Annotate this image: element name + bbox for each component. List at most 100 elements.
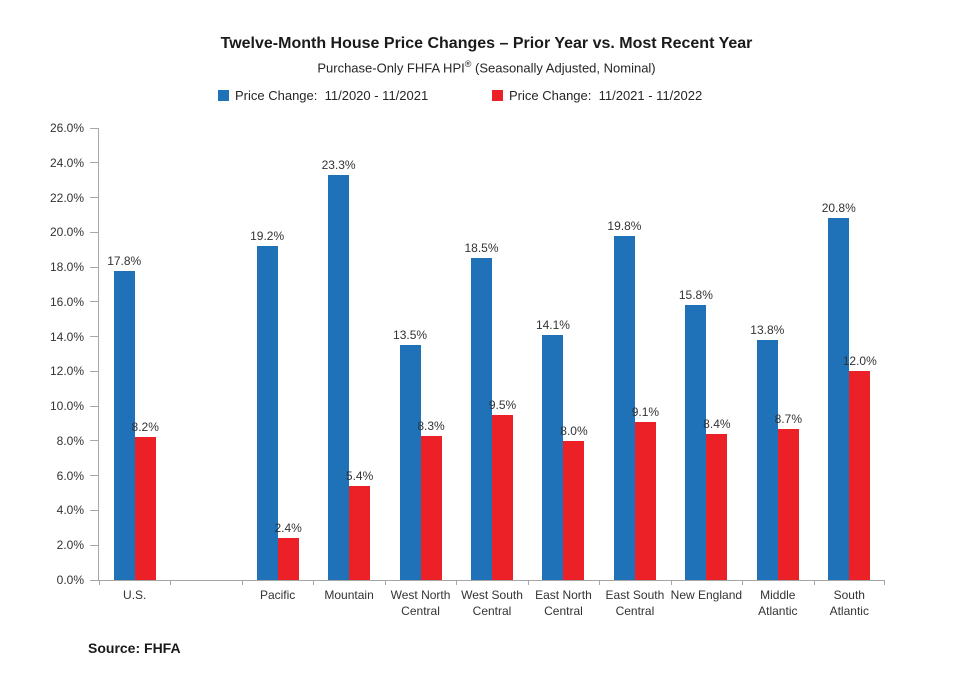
- y-axis-tick: [90, 127, 98, 129]
- bar-prior-west-north-central: [399, 345, 421, 580]
- x-label-line: Atlantic: [829, 604, 869, 618]
- bar-prior-mountain: [328, 174, 350, 580]
- y-axis-tick: [90, 475, 98, 477]
- bar-recent-mountain: [349, 486, 371, 580]
- bar-label-recent-mountain: 5.4%: [345, 469, 374, 484]
- x-label-west-south-central: West South Central: [461, 587, 523, 619]
- bar-prior-east-south-central: [613, 235, 635, 580]
- x-label-line: Pacific: [259, 588, 296, 602]
- bar-prior-u-s: [113, 270, 135, 580]
- bar-recent-east-south-central: [634, 421, 656, 580]
- x-axis-tick: [456, 580, 458, 585]
- x-label-middle-atlantic: Middle Atlantic: [758, 587, 797, 619]
- legend-label-recent-year: Price Change: 11/2021 - 11/2022: [509, 88, 703, 103]
- bar-prior-west-south-central: [471, 258, 492, 580]
- bar-label-prior-east-south-central: 19.8%: [607, 218, 642, 233]
- legend-item-prior-year: Price Change: 11/2020 - 11/2021: [218, 88, 428, 103]
- legend-swatch-red: [492, 90, 503, 101]
- x-label-line: West South: [461, 588, 523, 602]
- registered-trademark-symbol: ®: [464, 59, 472, 69]
- bar-label-prior-west-north-central: 13.5%: [393, 328, 428, 343]
- y-axis-tick: [90, 440, 98, 442]
- x-axis-tick: [384, 580, 386, 585]
- x-axis-tick: [313, 580, 315, 585]
- x-axis-tick: [884, 580, 885, 585]
- bar-label-recent-pacific: 2.4%: [274, 521, 302, 536]
- x-axis-tick: [241, 580, 243, 585]
- x-label-line: East North: [535, 588, 592, 602]
- bar-label-prior-east-north-central: 14.1%: [535, 317, 570, 332]
- bar-recent-middle-atlantic: [777, 428, 799, 580]
- bar-label-recent-south-atlantic: 12.0%: [842, 354, 877, 369]
- plot-area: 17.8% 8.2% U.S. 19.2% 2.4% Pacific 23.3% 5.4% Mo…: [90, 127, 885, 618]
- bar-label-recent-west-north-central: 8.3%: [417, 418, 445, 433]
- bar-recent-u-s: [134, 437, 156, 580]
- x-label-west-north-central: West North Central: [391, 587, 451, 619]
- bar-label-prior-mountain: 23.3%: [321, 157, 356, 172]
- y-axis-tick: [90, 405, 98, 407]
- x-axis-tick: [670, 580, 672, 585]
- bar-label-recent-middle-atlantic: 8.7%: [774, 411, 802, 426]
- chart-subtitle: Purchase-Only FHFA HPI® (Seasonally Adju…: [0, 59, 973, 75]
- chart-subtitle-suffix: (Seasonally Adjusted, Nominal): [471, 60, 656, 76]
- x-label-east-south-central: East South Central: [606, 587, 665, 619]
- x-label-south-atlantic: South Atlantic: [830, 587, 869, 619]
- x-label-line: Mountain: [324, 588, 374, 602]
- y-axis-tick: [90, 579, 98, 581]
- bar-prior-east-north-central: [542, 334, 564, 580]
- x-label-mountain: Mountain: [324, 587, 373, 603]
- bar-recent-west-south-central: [492, 414, 513, 580]
- y-axis-tick: [90, 544, 98, 546]
- y-axis-tick: [90, 301, 98, 303]
- x-axis-tick: [527, 580, 529, 585]
- bar-label-recent-new-england: 8.4%: [703, 416, 731, 431]
- x-label-line: New England: [670, 588, 743, 602]
- bar-prior-new-england: [685, 305, 707, 580]
- legend-swatch-blue: [218, 90, 229, 101]
- bar-recent-south-atlantic: [849, 371, 871, 580]
- x-label-line: Middle: [760, 588, 796, 602]
- y-axis-tick: [90, 336, 98, 338]
- y-tick-label-12-0: 12.0%: [49, 364, 84, 379]
- bar-recent-new-england: [706, 433, 728, 580]
- x-label-line: East South: [605, 588, 665, 602]
- x-axis-tick: [599, 580, 601, 585]
- y-tick-label-2-0: 2.0%: [56, 538, 84, 553]
- bar-label-recent-west-south-central: 9.5%: [488, 397, 517, 412]
- y-axis-tick: [90, 509, 98, 511]
- bar-label-recent-u-s: 8.2%: [131, 420, 159, 435]
- y-tick-label-0-0: 0.0%: [56, 573, 84, 587]
- y-tick-label-20-0: 20.0%: [49, 225, 84, 240]
- x-axis-tick: [813, 580, 815, 585]
- y-axis-labels: 0.0% 2.0% 4.0% 6.0% 8.0% 10.0% 12.0% 14.0% 16.0%…: [0, 121, 84, 587]
- bar-recent-east-north-central: [563, 440, 585, 580]
- y-axis-tick: [90, 266, 98, 268]
- bar-label-recent-east-south-central: 9.1%: [631, 404, 660, 419]
- bar-label-prior-u-s: 17.8%: [107, 253, 142, 268]
- y-tick-label-14-0: 14.0%: [49, 329, 84, 344]
- bar-label-recent-east-north-central: 8.0%: [560, 423, 588, 438]
- chart-subtitle-text: Purchase-Only FHFA HPI: [317, 60, 465, 76]
- x-axis-tick: [170, 580, 172, 585]
- bar-prior-pacific: [256, 246, 278, 580]
- bar-prior-south-atlantic: [828, 218, 850, 580]
- x-label-new-england: New England: [671, 587, 742, 603]
- bar-recent-west-north-central: [420, 435, 442, 580]
- x-label-line: Atlantic: [758, 604, 798, 618]
- y-tick-label-4-0: 4.0%: [56, 503, 84, 518]
- x-label-line: U.S.: [123, 588, 147, 602]
- x-label-line: South: [833, 588, 865, 602]
- chart-title: Twelve-Month House Price Changes – Prior…: [220, 35, 753, 52]
- y-tick-label-10-0: 10.0%: [49, 399, 84, 414]
- x-axis-tick: [742, 580, 744, 585]
- x-axis-tick: [99, 580, 100, 585]
- y-axis-tick: [90, 231, 98, 233]
- y-axis-tick: [90, 370, 98, 372]
- bar-label-prior-pacific: 19.2%: [250, 229, 285, 244]
- x-label-east-north-central: East North Central: [535, 587, 592, 619]
- bar-recent-pacific: [277, 538, 299, 580]
- x-label-line: Central: [544, 604, 583, 618]
- bar-label-prior-middle-atlantic: 13.8%: [750, 323, 785, 338]
- bar-prior-middle-atlantic: [756, 340, 778, 580]
